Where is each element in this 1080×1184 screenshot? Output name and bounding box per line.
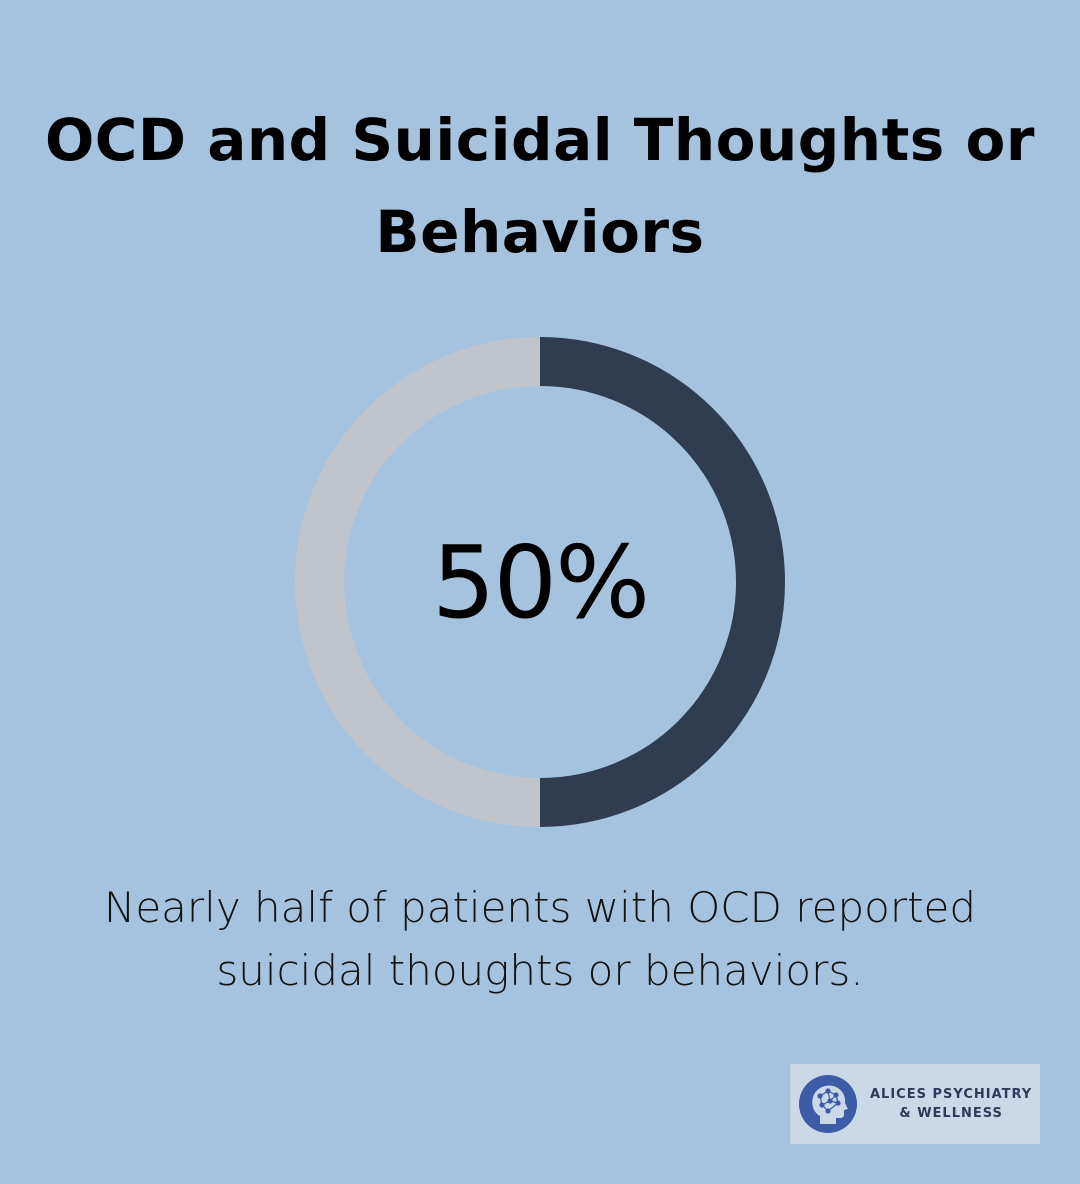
- donut-chart-svg: [295, 337, 785, 827]
- chart-caption: Nearly half of patients with OCD reporte…: [103, 883, 977, 995]
- donut-chart: 50%: [295, 337, 785, 827]
- donut-slice-filled: [539, 337, 785, 827]
- donut-slice-track: [295, 337, 541, 827]
- brand-logo: ALICES PSYCHIATRY & WELLNESS: [790, 1064, 1040, 1144]
- brand-name-line2: & WELLNESS: [899, 1106, 1003, 1121]
- center-percentage-label: 50%: [431, 523, 650, 641]
- brand-name-line1: ALICES PSYCHIATRY: [870, 1087, 1033, 1102]
- page-title: OCD and Suicidal Thoughts or Behaviors: [45, 106, 1035, 266]
- head-brain-network-icon: [798, 1074, 858, 1134]
- brand-name: ALICES PSYCHIATRY & WELLNESS: [870, 1085, 1032, 1123]
